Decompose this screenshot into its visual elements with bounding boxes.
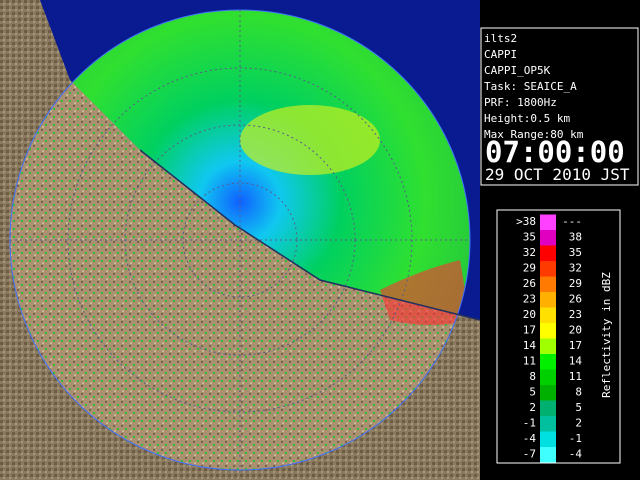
coastline	[139, 149, 480, 321]
legend-to: -4	[569, 448, 583, 461]
info-line: ilts2	[484, 32, 517, 45]
legend-box	[496, 209, 621, 464]
legend-to: 14	[569, 355, 583, 368]
legend-from: 5	[529, 386, 536, 399]
info-line: Task: SEAICE_A	[484, 80, 577, 93]
legend-from: 8	[529, 370, 536, 383]
legend-swatch	[540, 261, 556, 277]
legend-from: 26	[523, 277, 536, 290]
legend-swatch	[540, 369, 556, 385]
legend-to: 17	[569, 339, 582, 352]
range-rings	[10, 10, 470, 470]
legend-from: 35	[523, 231, 536, 244]
legend-to: 8	[575, 386, 582, 399]
legend-title: Reflectivity in dBZ	[600, 272, 613, 398]
radar-map	[0, 0, 480, 480]
legend-swatch	[540, 385, 556, 401]
date: 29 OCT 2010 JST	[485, 165, 630, 184]
legend-swatch	[540, 214, 556, 230]
info-line: CAPPI_OP5K	[484, 64, 551, 77]
legend-to: 35	[569, 246, 582, 259]
echo-band	[380, 260, 470, 325]
legend-swatch	[540, 276, 556, 292]
legend-swatch	[540, 292, 556, 308]
legend-swatch	[540, 354, 556, 370]
echo-core	[240, 105, 380, 175]
legend-to: 20	[569, 324, 582, 337]
legend-from: 14	[523, 339, 537, 352]
legend-from: -7	[523, 448, 536, 461]
legend-to: 38	[569, 231, 582, 244]
legend-from: 2	[529, 401, 536, 414]
legend-from: 32	[523, 246, 536, 259]
time: 07:00:00	[485, 135, 625, 169]
legend-to: ---	[562, 215, 582, 228]
legend-swatch	[540, 447, 556, 463]
legend-from: 20	[523, 308, 536, 321]
legend-swatch	[540, 431, 556, 447]
legend-swatch	[540, 245, 556, 261]
legend-from: 29	[523, 262, 536, 275]
legend-to: 26	[569, 293, 582, 306]
legend-to: 2	[575, 417, 582, 430]
legend-to: -1	[569, 432, 582, 445]
legend-swatch	[540, 416, 556, 432]
legend-from: 17	[523, 324, 536, 337]
info-line: Max Range:80 km	[484, 128, 584, 141]
legend-to: 5	[575, 401, 582, 414]
legend-swatch	[540, 338, 556, 354]
legend-to: 23	[569, 308, 582, 321]
legend-to: 32	[569, 262, 582, 275]
legend-swatch	[540, 230, 556, 246]
info-line: Height:0.5 km	[484, 112, 570, 125]
legend-from: -4	[523, 432, 537, 445]
legend-swatch	[540, 400, 556, 416]
legend-from: 11	[523, 355, 536, 368]
legend-to: 29	[569, 277, 582, 290]
legend-to: 11	[569, 370, 582, 383]
legend-from: 23	[523, 293, 536, 306]
legend-swatch	[540, 307, 556, 323]
info-box	[480, 27, 639, 186]
legend-from: -1	[523, 417, 536, 430]
info-line: PRF: 1800Hz	[484, 96, 557, 109]
legend-swatch	[540, 323, 556, 339]
legend-from: >38	[516, 215, 536, 228]
info-line: CAPPI	[484, 48, 517, 61]
